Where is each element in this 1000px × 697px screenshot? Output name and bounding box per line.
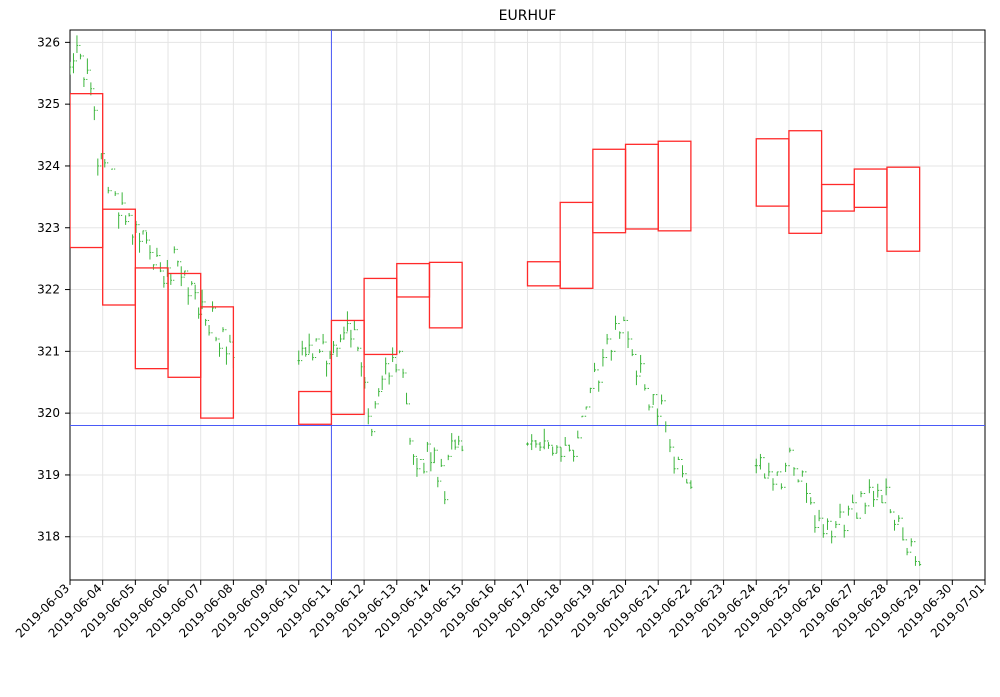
y-tick-label: 322 xyxy=(37,283,60,297)
y-tick-label: 321 xyxy=(37,344,60,358)
chart-svg: 2019-06-032019-06-042019-06-052019-06-06… xyxy=(0,0,1000,697)
y-tick-label: 319 xyxy=(37,468,60,482)
y-tick-label: 324 xyxy=(37,159,60,173)
y-tick-label: 326 xyxy=(37,35,60,49)
chart-container: 2019-06-032019-06-042019-06-052019-06-06… xyxy=(0,0,1000,697)
y-tick-label: 318 xyxy=(37,530,60,544)
y-tick-label: 323 xyxy=(37,221,60,235)
y-tick-label: 320 xyxy=(37,406,60,420)
chart-title: EURHUF xyxy=(499,8,557,24)
y-tick-label: 325 xyxy=(37,97,60,111)
